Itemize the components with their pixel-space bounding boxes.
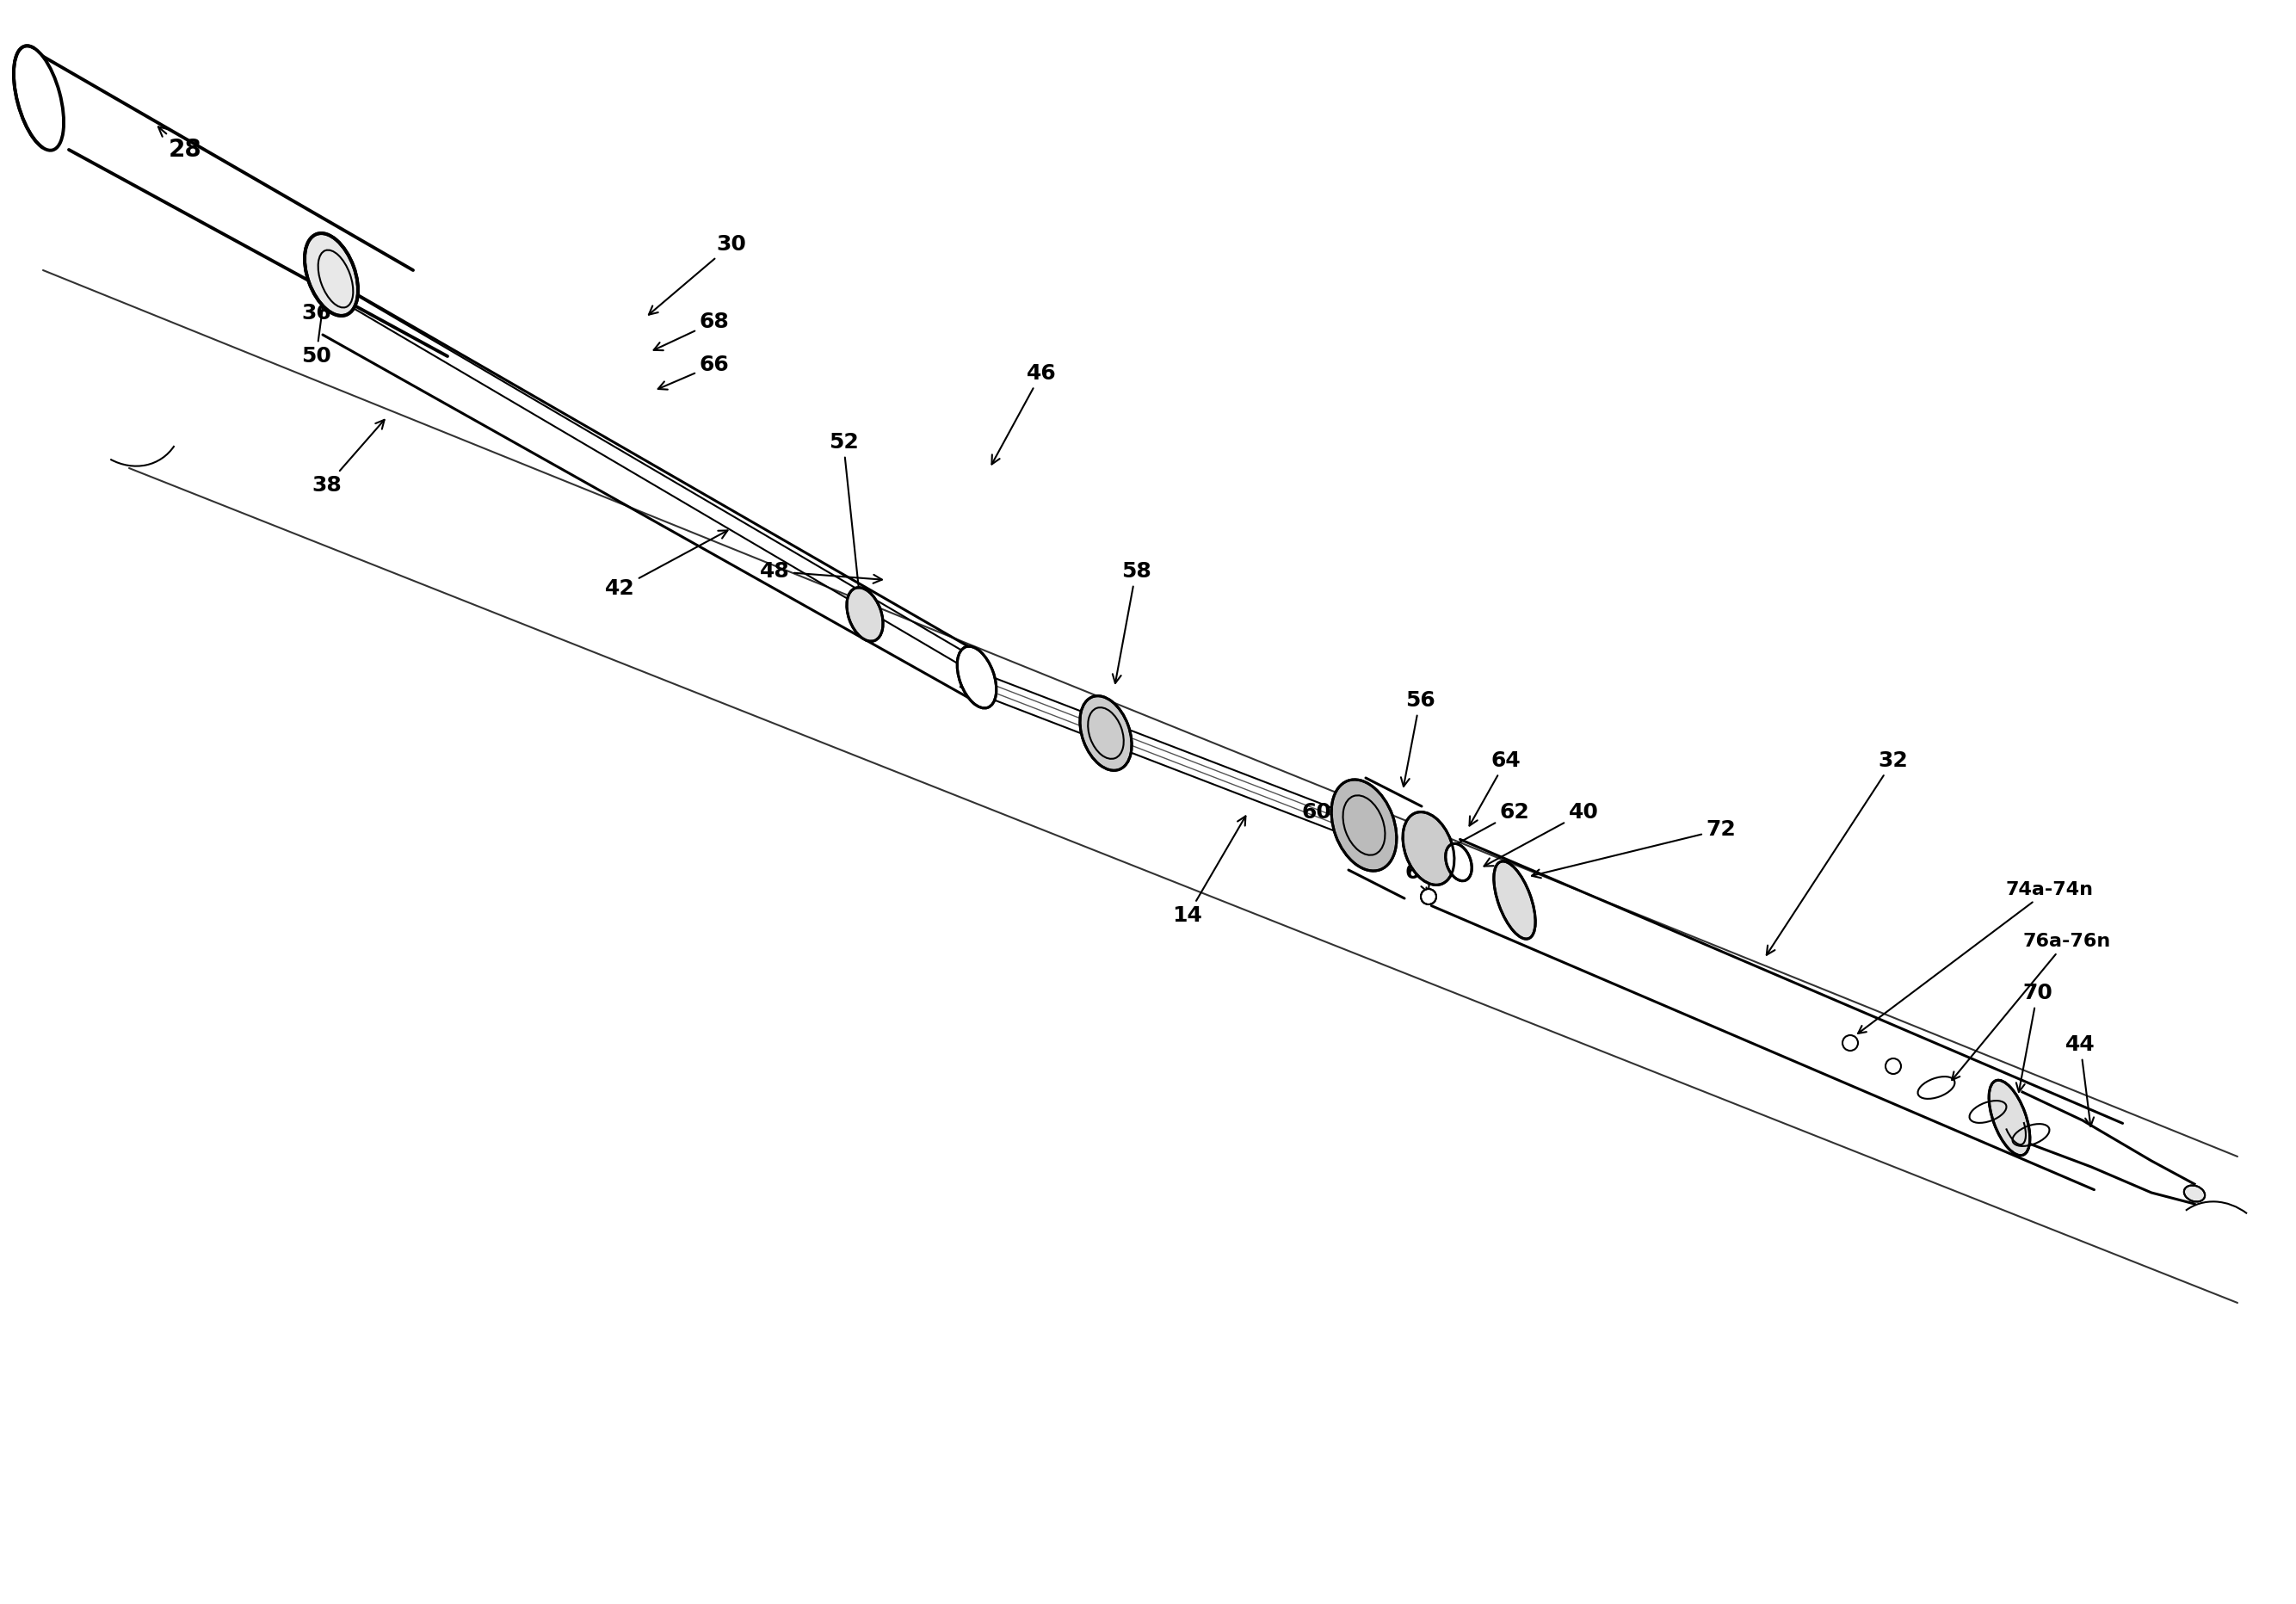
Text: 52: 52 [829, 431, 863, 602]
Ellipse shape [1421, 889, 1437, 905]
Text: 28: 28 [158, 127, 202, 162]
Ellipse shape [1332, 780, 1396, 871]
Text: 70: 70 [2016, 983, 2053, 1092]
Ellipse shape [1495, 861, 1536, 938]
Text: 46: 46 [992, 363, 1056, 464]
Text: 40: 40 [1483, 802, 1598, 866]
Text: 74a-74n: 74a-74n [1857, 881, 2094, 1033]
Text: 38: 38 [312, 420, 383, 496]
Ellipse shape [1079, 696, 1132, 770]
Text: 36: 36 [301, 257, 331, 324]
Ellipse shape [1988, 1079, 2030, 1155]
Text: 58: 58 [1114, 561, 1150, 683]
Text: 60: 60 [1302, 802, 1355, 829]
Ellipse shape [847, 587, 884, 642]
Text: 65: 65 [1405, 863, 1435, 892]
Text: 76a-76n: 76a-76n [1952, 934, 2110, 1079]
Text: 68: 68 [654, 311, 730, 350]
Ellipse shape [1446, 844, 1472, 881]
Text: 64: 64 [1469, 751, 1520, 826]
Text: 32: 32 [1766, 751, 1908, 954]
Ellipse shape [2183, 1185, 2204, 1201]
Text: 50: 50 [301, 292, 331, 367]
Text: 48: 48 [760, 561, 882, 584]
Ellipse shape [1403, 812, 1453, 885]
Text: 72: 72 [1531, 820, 1736, 877]
Text: 56: 56 [1401, 690, 1435, 786]
Ellipse shape [14, 47, 64, 151]
Text: 44: 44 [2066, 1035, 2096, 1126]
Text: 62: 62 [1442, 802, 1529, 852]
Ellipse shape [957, 646, 996, 707]
Text: 66: 66 [659, 354, 730, 390]
Text: 30: 30 [650, 234, 746, 314]
Text: 42: 42 [604, 531, 728, 598]
Text: 14: 14 [1173, 816, 1247, 926]
Ellipse shape [305, 233, 358, 316]
